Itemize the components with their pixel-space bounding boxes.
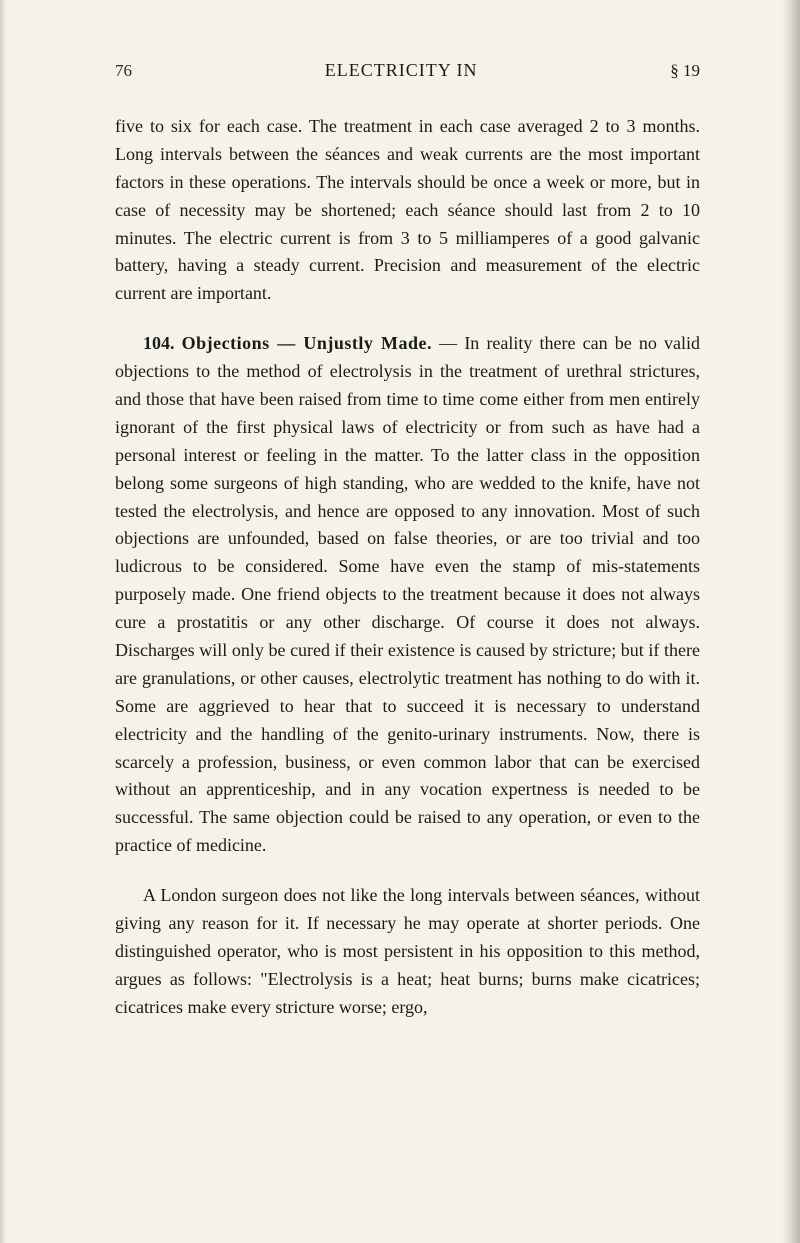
page-content: 76 ELECTRICITY IN § 19 five to six for e… [0, 0, 800, 1243]
paragraph-1: five to six for each case. The treatment… [115, 113, 700, 308]
header-title: ELECTRICITY IN [325, 60, 478, 81]
page-number: 76 [115, 61, 132, 81]
section-reference: § 19 [670, 61, 700, 81]
section-number: 104. [143, 333, 175, 353]
section-title: Objections — Unjustly Made. [182, 333, 432, 353]
paragraph-2-body: — In reality there can be no valid objec… [115, 333, 700, 855]
paragraph-3: A London surgeon does not like the long … [115, 882, 700, 1021]
left-edge-shadow [0, 0, 6, 1243]
paragraph-2: 104. Objections — Unjustly Made. — In re… [115, 330, 700, 860]
right-edge-shadow [782, 0, 800, 1243]
page-header: 76 ELECTRICITY IN § 19 [115, 60, 700, 81]
